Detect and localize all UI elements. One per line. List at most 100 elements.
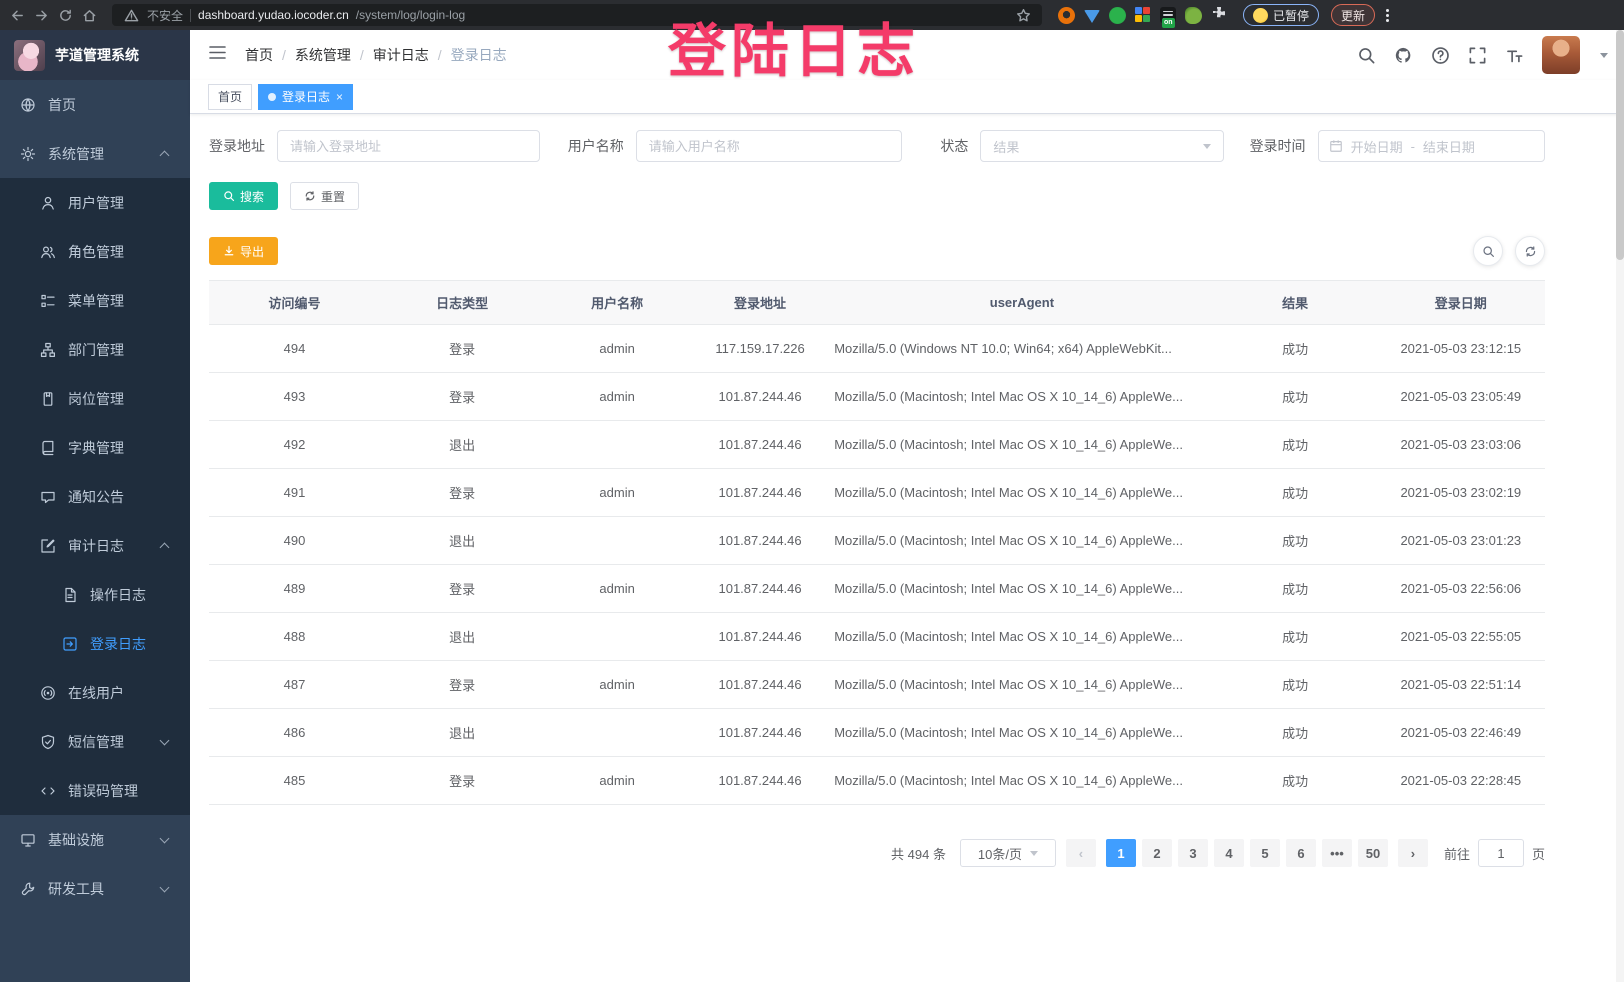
cell-login-address: 101.87.244.46 xyxy=(689,612,831,661)
extensions-puzzle-icon[interactable] xyxy=(1211,5,1227,26)
cell-username xyxy=(544,612,690,661)
sidebar-item-posts[interactable]: 岗位管理 xyxy=(0,374,190,423)
font-size-icon[interactable] xyxy=(1505,46,1524,65)
download-icon xyxy=(224,245,234,256)
table-row: 490 退出 101.87.244.46 Mozilla/5.0 (Macint… xyxy=(209,516,1545,565)
cell-log-type: 退出 xyxy=(380,708,545,757)
sidebar-item-label: 菜单管理 xyxy=(68,292,124,309)
extension-green-icon[interactable] xyxy=(1109,6,1126,24)
tab-home[interactable]: 首页 xyxy=(208,83,253,110)
reload-icon[interactable] xyxy=(56,6,74,24)
page-button[interactable]: 4 xyxy=(1213,839,1244,867)
home-icon[interactable] xyxy=(80,6,98,24)
reset-button[interactable]: 重置 xyxy=(290,182,360,210)
sidebar-item-label: 部门管理 xyxy=(68,341,124,358)
extension-plant-icon[interactable] xyxy=(1185,6,1202,24)
dict-icon xyxy=(42,440,54,455)
sidebar-item-infrastructure[interactable]: 基础设施 xyxy=(0,815,190,864)
page-button[interactable]: ••• xyxy=(1321,839,1352,867)
tab-login-log[interactable]: 登录日志 × xyxy=(258,83,354,110)
page-button[interactable]: 1 xyxy=(1105,839,1136,867)
page-button[interactable]: 3 xyxy=(1177,839,1208,867)
page-button[interactable]: 6 xyxy=(1285,839,1316,867)
sidebar-item-operate-log[interactable]: 操作日志 xyxy=(0,570,190,619)
chrome-update-button[interactable]: 更新 xyxy=(1331,4,1376,26)
sidebar-item-label: 研发工具 xyxy=(48,880,104,897)
refresh-table-button[interactable] xyxy=(1515,236,1545,266)
sidebar-item-notices[interactable]: 通知公告 xyxy=(0,472,190,521)
sidebar-item-label: 用户管理 xyxy=(68,194,124,211)
sidebar-item-error-codes[interactable]: 错误码管理 xyxy=(0,766,190,815)
fullscreen-icon[interactable] xyxy=(1468,46,1487,65)
back-icon[interactable] xyxy=(8,6,26,24)
gear-icon xyxy=(20,146,36,161)
export-button[interactable]: 导出 xyxy=(209,237,279,265)
sidebar-item-online-users[interactable]: 在线用户 xyxy=(0,668,190,717)
username-input[interactable] xyxy=(635,130,903,162)
browser-menu-icon[interactable] xyxy=(1381,7,1393,24)
search-toggle-icon xyxy=(1482,245,1494,257)
sidebar-item-sms[interactable]: 短信管理 xyxy=(0,717,190,766)
sidebar-item-login-log[interactable]: 登录日志 xyxy=(0,619,190,668)
next-page-button[interactable]: › xyxy=(1397,839,1428,867)
extension-gem-icon[interactable] xyxy=(1084,9,1100,23)
prev-page-button[interactable]: ‹ xyxy=(1065,839,1096,867)
goto-page-input[interactable] xyxy=(1477,839,1524,867)
sidebar-item-home[interactable]: 首页 xyxy=(0,80,190,129)
refresh-icon xyxy=(1525,245,1535,257)
help-icon[interactable] xyxy=(1431,46,1450,65)
extension-orange-icon[interactable] xyxy=(1058,6,1075,24)
sidebar-item-menus[interactable]: 菜单管理 xyxy=(0,276,190,325)
sidebar-item-label: 通知公告 xyxy=(68,488,124,505)
sidebar-toggle-icon[interactable] xyxy=(208,43,227,67)
page-button[interactable]: 5 xyxy=(1249,839,1280,867)
search-icon[interactable] xyxy=(1357,46,1376,65)
cell-access-id: 494 xyxy=(209,324,380,373)
forward-icon[interactable] xyxy=(32,6,50,24)
sidebar-item-roles[interactable]: 角色管理 xyxy=(0,227,190,276)
cell-result: 成功 xyxy=(1213,756,1377,805)
cell-user-agent: Mozilla/5.0 (Macintosh; Intel Mac OS X 1… xyxy=(830,420,1214,469)
infra-icon xyxy=(21,833,35,847)
scrollbar-thumb[interactable] xyxy=(1616,30,1624,260)
breadcrumb-home[interactable]: 首页 xyxy=(245,47,273,63)
search-button[interactable]: 搜索 xyxy=(209,182,279,210)
close-icon[interactable]: × xyxy=(336,89,344,104)
status-select[interactable]: 结果 xyxy=(980,130,1224,162)
breadcrumb-system[interactable]: 系统管理 xyxy=(294,47,351,63)
sidebar-item-devtools[interactable]: 研发工具 xyxy=(0,864,190,913)
login-address-input[interactable] xyxy=(277,130,540,162)
sidebar-item-dict[interactable]: 字典管理 xyxy=(0,423,190,472)
cell-login-address: 101.87.244.46 xyxy=(689,660,831,709)
github-icon[interactable] xyxy=(1394,46,1413,65)
toggle-search-button[interactable] xyxy=(1473,236,1503,266)
dept-icon xyxy=(40,342,56,357)
profile-paused-pill[interactable]: 已暂停 xyxy=(1243,4,1320,26)
breadcrumb-audit-log[interactable]: 审计日志 xyxy=(372,47,429,63)
page-button[interactable]: 50 xyxy=(1357,839,1388,867)
cell-log-type: 登录 xyxy=(380,756,545,805)
bookmark-star-icon[interactable] xyxy=(1014,6,1032,24)
sidebar-item-system[interactable]: 系统管理 xyxy=(0,129,190,178)
sidebar-item-departments[interactable]: 部门管理 xyxy=(0,325,190,374)
cell-log-type: 退出 xyxy=(380,420,545,469)
warning-icon xyxy=(122,6,140,24)
sidebar-item-label: 操作日志 xyxy=(90,586,146,603)
address-bar[interactable]: 不安全 dashboard.yudao.iocoder.cn/system/lo… xyxy=(112,4,1042,26)
sidebar-logo: 芋道管理系统 xyxy=(0,30,190,80)
extension-grid-icon[interactable] xyxy=(1135,7,1151,23)
sidebar-item-audit-log[interactable]: 审计日志 xyxy=(0,521,190,570)
user-avatar[interactable] xyxy=(1542,36,1580,74)
avatar-caret-icon[interactable] xyxy=(1600,52,1608,58)
cell-login-date: 2021-05-03 22:55:05 xyxy=(1376,612,1545,661)
extension-list-icon[interactable]: on xyxy=(1160,7,1176,28)
refresh-icon xyxy=(305,191,315,201)
page-scrollbar[interactable] xyxy=(1616,30,1624,982)
sidebar-item-users[interactable]: 用户管理 xyxy=(0,178,190,227)
cell-access-id: 487 xyxy=(209,660,380,709)
sms-icon xyxy=(41,734,55,749)
cell-log-type: 退出 xyxy=(380,516,545,565)
date-range-picker[interactable]: 开始日期 - 结束日期 xyxy=(1317,130,1545,162)
page-button[interactable]: 2 xyxy=(1141,839,1172,867)
page-size-select[interactable]: 10条/页 xyxy=(959,839,1056,867)
